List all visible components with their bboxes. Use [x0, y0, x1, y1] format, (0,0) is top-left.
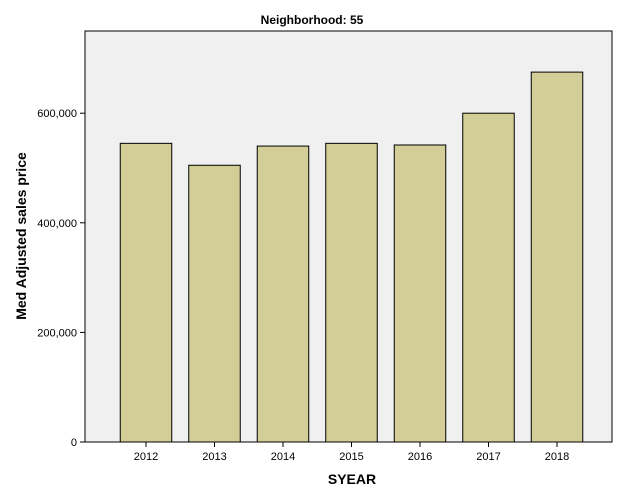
y-tick-label: 200,000: [37, 327, 77, 339]
bar-2014: [256, 145, 310, 443]
chart-title: Neighborhood: 55: [261, 13, 364, 27]
bar-2012: [119, 142, 173, 443]
x-tick-label: 2012: [134, 451, 158, 463]
y-tick-label: 400,000: [37, 218, 77, 230]
bar-2017: [462, 112, 515, 443]
x-tick-label: 2014: [271, 451, 295, 463]
y-axis: 0 200,000 400,000 600,000: [37, 31, 86, 449]
bar-2018: [530, 71, 584, 443]
bar-2016: [393, 144, 447, 443]
x-tick-label: 2013: [202, 451, 226, 463]
y-axis-label: Med Adjusted sales price: [13, 152, 29, 320]
bars: [119, 71, 584, 443]
y-tick-label: 0: [71, 437, 77, 449]
x-tick-label: 2015: [339, 451, 363, 463]
bar-2015: [325, 142, 378, 443]
bar-2013: [188, 164, 241, 443]
x-axis: 2012 2013 2014 2015 2016 2017 2018: [134, 442, 569, 463]
x-axis-label: SYEAR: [328, 471, 376, 487]
y-tick-label: 600,000: [37, 108, 77, 120]
x-tick-label: 2016: [408, 451, 432, 463]
x-tick-label: 2017: [476, 451, 500, 463]
x-tick-label: 2018: [545, 451, 569, 463]
